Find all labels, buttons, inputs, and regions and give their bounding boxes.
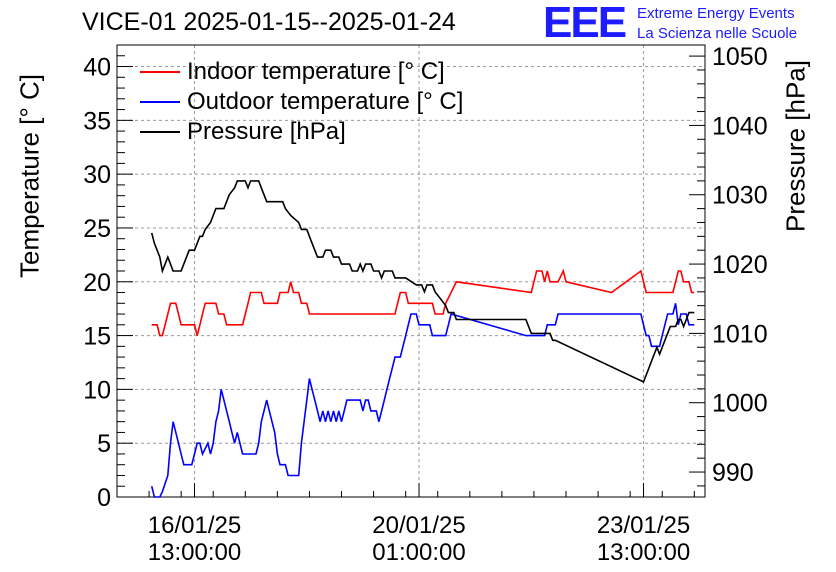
x-tick-label-date: 16/01/25 bbox=[148, 512, 241, 539]
y-tick-label: 25 bbox=[83, 215, 111, 243]
y2-axis-label: Pressure [hPa] bbox=[780, 60, 811, 232]
x-tick-label-date: 23/01/25 bbox=[597, 512, 690, 539]
x-tick-label-date: 20/01/25 bbox=[372, 512, 465, 539]
legend-label-indoor: Indoor temperature [° C] bbox=[187, 58, 445, 85]
chart-title: VICE-01 2025-01-15--2025-01-24 bbox=[82, 8, 456, 36]
legend-swatch-outdoor bbox=[140, 101, 180, 103]
logo-caption-line1: Extreme Energy Events bbox=[637, 5, 795, 22]
y2-tick-label: 1050 bbox=[712, 43, 768, 71]
y-tick-label: 20 bbox=[83, 269, 111, 297]
eee-logo: EEE bbox=[543, 0, 627, 47]
x-tick-label-time: 13:00:00 bbox=[148, 539, 241, 566]
y-tick-label: 35 bbox=[83, 107, 111, 135]
x-tick-label-time: 13:00:00 bbox=[597, 539, 690, 566]
series-line-outdoor bbox=[150, 303, 695, 498]
x-tick-label-time: 01:00:00 bbox=[372, 539, 465, 566]
logo-caption-line2: La Scienza nelle Scuole bbox=[637, 25, 798, 42]
legend-swatch-indoor bbox=[140, 71, 180, 73]
logo-caption: Extreme Energy Events La Scienza nelle S… bbox=[637, 4, 797, 44]
series-line-indoor bbox=[151, 268, 695, 337]
series-line-pressure bbox=[150, 180, 695, 383]
y2-tick-label: 1030 bbox=[712, 182, 768, 210]
y-tick-label: 5 bbox=[97, 430, 111, 458]
y2-tick-label: 1010 bbox=[712, 320, 768, 348]
y-axis-label: Temperature [° C] bbox=[14, 73, 45, 279]
legend-swatch-pressure bbox=[140, 131, 180, 133]
y-tick-label: 40 bbox=[83, 54, 111, 82]
y2-tick-label: 1020 bbox=[712, 251, 768, 279]
y2-tick-label: 990 bbox=[712, 459, 754, 487]
y2-tick-label: 1040 bbox=[712, 112, 768, 140]
y2-tick-label: 1000 bbox=[712, 390, 768, 418]
legend-label-outdoor: Outdoor temperature [° C] bbox=[187, 88, 464, 115]
y-tick-label: 30 bbox=[83, 161, 111, 189]
legend-label-pressure: Pressure [hPa] bbox=[187, 118, 346, 145]
y-tick-label: 0 bbox=[97, 484, 111, 512]
y-tick-label: 15 bbox=[83, 323, 111, 351]
y-tick-label: 10 bbox=[83, 376, 111, 404]
